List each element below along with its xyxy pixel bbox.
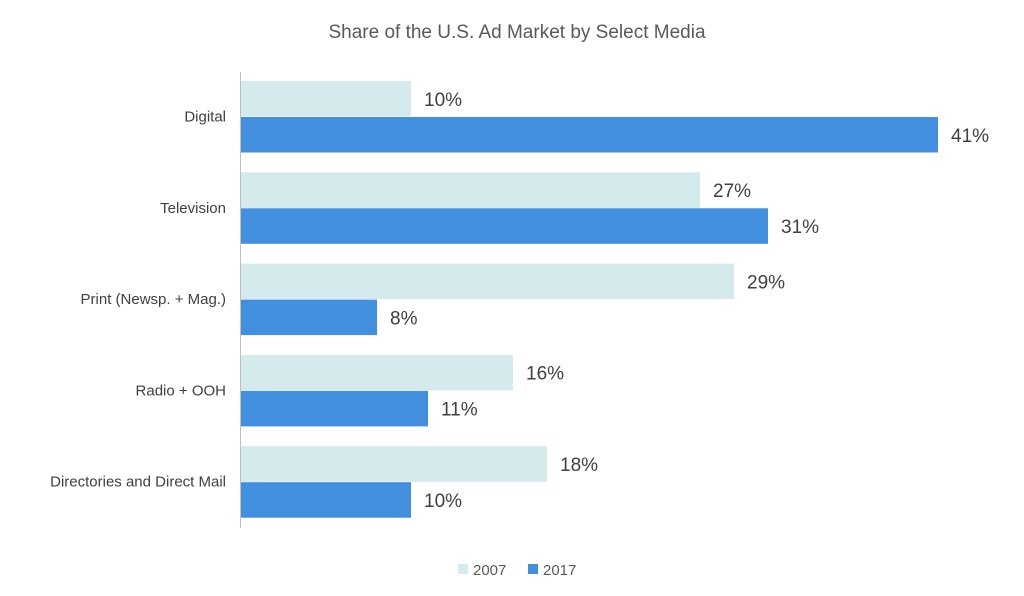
bar-2007 (241, 172, 700, 208)
data-label: 11% (441, 400, 478, 421)
legend-swatch-2007 (458, 564, 468, 574)
category-label: Television (160, 200, 226, 217)
data-label: 29% (747, 272, 785, 293)
category-label: Digital (184, 109, 226, 126)
category-label: Print (Newsp. + Mag.) (81, 291, 226, 308)
bar-2017 (241, 390, 428, 427)
data-label: 27% (713, 181, 751, 202)
bar-2017 (241, 208, 768, 244)
data-label: 10% (424, 90, 462, 111)
data-label: 18% (560, 455, 598, 476)
bar-2007 (241, 354, 513, 391)
chart-title: Share of the U.S. Ad Market by Select Me… (328, 22, 705, 43)
bar-2007 (241, 446, 547, 482)
legend-swatch-2017 (528, 564, 538, 574)
bar-2017 (241, 482, 411, 518)
data-label: 16% (526, 364, 564, 385)
category-label: Directories and Direct Mail (50, 474, 226, 491)
bar-2017 (241, 299, 377, 336)
legend-label: 2017 (543, 562, 576, 579)
bar-2007 (241, 81, 411, 117)
category-label: Radio + OOH (136, 382, 226, 399)
legend-label: 2007 (473, 562, 506, 579)
data-label: 31% (781, 217, 819, 238)
bar-2017 (241, 117, 938, 153)
data-label: 10% (424, 491, 462, 512)
data-label: 8% (390, 308, 418, 329)
data-label: 41% (951, 126, 989, 147)
bar-2007 (241, 263, 734, 300)
